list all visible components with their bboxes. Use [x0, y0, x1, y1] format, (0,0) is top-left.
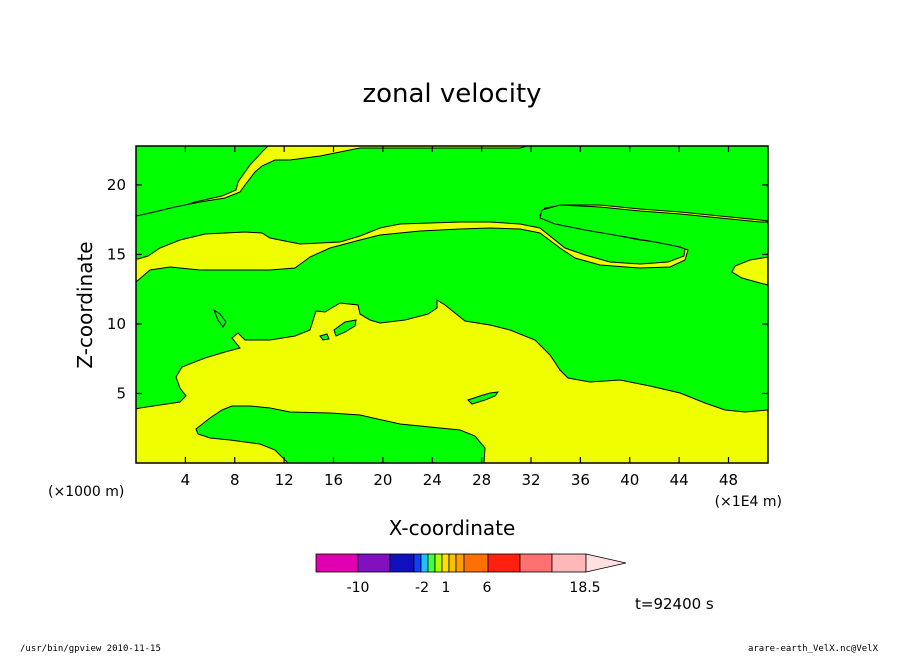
x-tick-label: 32	[521, 471, 540, 489]
colorbar-swatch	[315, 553, 359, 573]
chart-title: zonal velocity	[362, 79, 541, 109]
x-tick-label: 20	[373, 471, 392, 489]
colorbar-tick-label: -10	[347, 580, 370, 596]
footer-left: /usr/bin/gpview 2010-11-15	[20, 644, 161, 654]
x-tick-label: 36	[571, 471, 590, 489]
colorbar-tick-label: 1	[442, 580, 451, 596]
y-tick-label: 20	[107, 176, 126, 194]
footer-right: arare-earth_VelX.nc@VelX	[748, 644, 879, 654]
colorbar-swatch	[427, 553, 436, 573]
colorbar-swatch	[487, 553, 521, 573]
colorbar-swatch	[441, 553, 450, 573]
plot-frame	[135, 145, 769, 464]
colorbar	[315, 553, 627, 573]
negative-region-middle	[136, 204, 768, 413]
y-axis-ticks: 5 10 15 20	[107, 176, 768, 402]
x-tick-label: 28	[472, 471, 491, 489]
x-axis-ticks: 4 8 12 16 20 24 28 32 36 40 44 48	[181, 146, 738, 489]
colorbar-tick-label: 18.5	[569, 580, 600, 596]
colorbar-swatch	[357, 553, 391, 573]
negative-island-4	[467, 391, 500, 405]
colorbar-swatch	[413, 553, 422, 573]
x-tick-label: 12	[275, 471, 294, 489]
y-tick-label: 15	[107, 245, 126, 263]
x-tick-label: 24	[423, 471, 442, 489]
colorbar-tick-label: 6	[483, 580, 492, 596]
colorbar-swatch	[420, 553, 429, 573]
x-tick-label: 44	[670, 471, 689, 489]
x-unit-left: (×1000 m)	[48, 484, 124, 500]
colorbar-swatch	[389, 553, 415, 573]
colorbar-swatch	[551, 553, 587, 573]
x-tick-label: 4	[181, 471, 191, 489]
y-axis-label: Z-coordinate	[73, 241, 97, 368]
colorbar-extend-arrow	[585, 553, 627, 573]
x-axis-label: X-coordinate	[389, 516, 516, 540]
y-tick-label: 5	[116, 384, 126, 402]
time-label: t=92400 s	[635, 595, 714, 613]
negative-island-3	[319, 333, 330, 341]
x-unit-right: (×1E4 m)	[715, 494, 782, 510]
x-tick-label: 16	[324, 471, 343, 489]
x-tick-label: 40	[620, 471, 639, 489]
x-tick-label: 48	[719, 471, 738, 489]
negative-island-1	[212, 308, 227, 328]
colorbar-labels: -10 -2 1 6 18.5	[347, 580, 601, 596]
colorbar-swatch	[434, 553, 443, 573]
x-tick-label: 8	[230, 471, 240, 489]
colorbar-swatch	[455, 553, 465, 573]
negative-region-bottom	[195, 405, 486, 463]
colorbar-tick-label: -2	[415, 580, 429, 596]
colorbar-swatch	[519, 553, 553, 573]
negative-island-2	[333, 319, 357, 337]
colorbar-swatch	[463, 553, 489, 573]
colorbar-swatch	[448, 553, 457, 573]
y-tick-label: 10	[107, 315, 126, 333]
